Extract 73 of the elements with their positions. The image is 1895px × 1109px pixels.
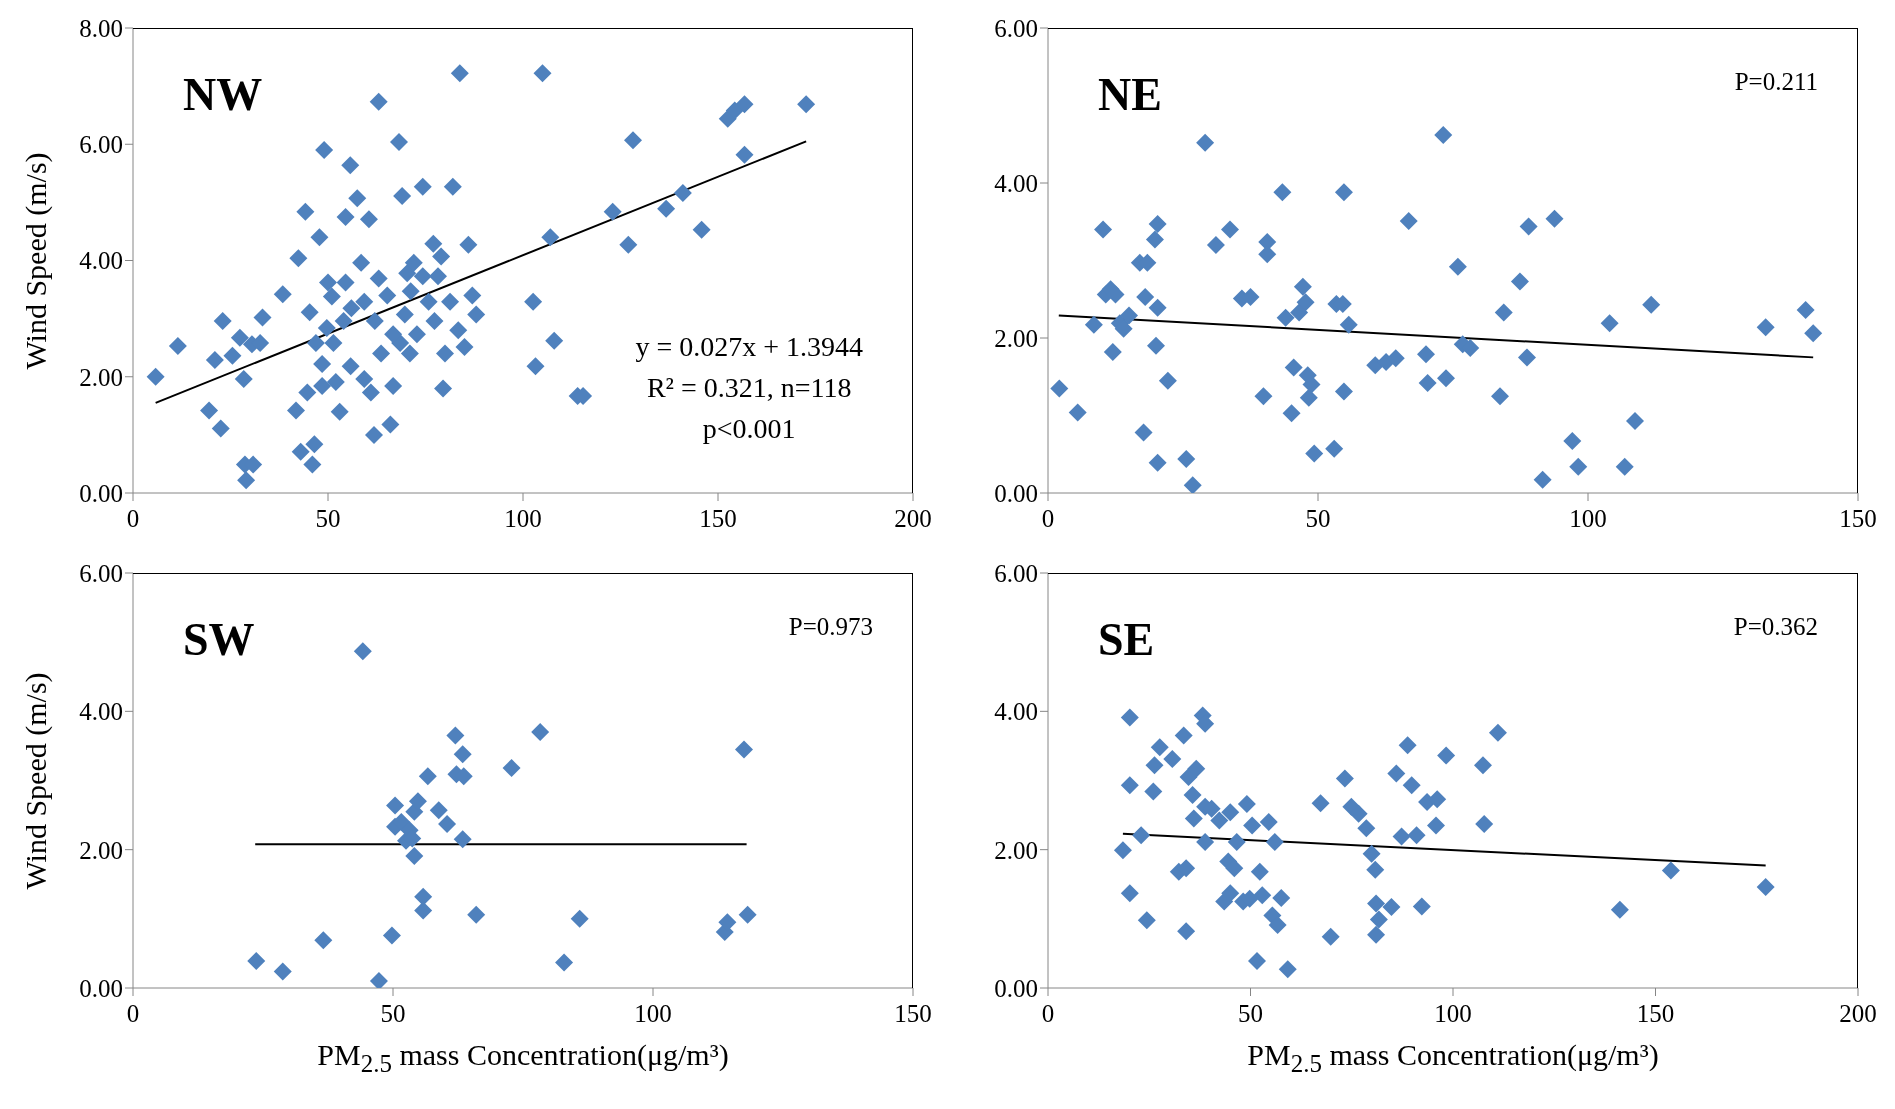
y-tick-label: 6.00 [79,131,123,159]
x-tick-label: 100 [1569,504,1607,532]
x-axis-title: PM$_{2.5}$ mass Concentration(μg/m³) [1246,1038,1660,1078]
point [386,796,405,815]
x-tick-label: 200 [894,504,932,532]
x-tick-label: 50 [380,999,406,1027]
annotation: P=0.973 [788,613,873,641]
point [418,767,437,786]
y-tick-label: 2.00 [994,324,1038,352]
point [570,909,589,928]
point [467,905,486,924]
point [531,723,550,742]
y-axis-title: Wind Speed (m/s) [19,671,53,890]
x-tick-label: 50 [315,504,341,532]
point [273,962,292,981]
y-tick-label: 2.00 [79,836,123,864]
x-tick-label: 100 [1434,999,1472,1027]
x-tick-label: 0 [1041,999,1055,1027]
annotation: SW [183,613,255,666]
y-tick-label: 4.00 [79,698,123,726]
y-tick-label: 8.00 [79,14,123,42]
y-tick-label: 0.00 [79,479,123,507]
x-tick-label: 200 [1839,999,1877,1027]
point [429,801,448,820]
annotation: P=0.211 [1734,68,1818,96]
annotation: SE [1098,613,1155,666]
annotation: p<0.001 [701,411,797,446]
y-tick-label: 4.00 [79,247,123,275]
point [502,759,521,778]
point [446,726,465,745]
point [453,830,472,849]
x-tick-label: 150 [699,504,737,532]
annotation: R² = 0.321, n=118 [645,370,853,405]
y-tick-label: 0.00 [79,974,123,1002]
x-tick-label: 100 [504,504,542,532]
y-tick-label: 0.00 [994,974,1038,1002]
y-tick-label: 6.00 [79,559,123,587]
y-tick-label: 2.00 [994,836,1038,864]
annotation: y = 0.027x + 1.3944 [634,329,864,364]
x-axis-title: PM$_{2.5}$ mass Concentration(μg/m³) [316,1038,730,1078]
point [414,901,433,920]
x-tick-label: 0 [126,504,140,532]
y-tick-label: 6.00 [994,559,1038,587]
annotation: NW [183,68,263,121]
x-tick-label: 150 [1839,504,1877,532]
point [405,846,424,865]
point [735,740,753,759]
y-tick-label: 0.00 [994,479,1038,507]
x-tick-label: 0 [126,999,140,1027]
annotation: P=0.362 [1733,613,1818,641]
point [314,931,333,950]
x-tick-label: 150 [894,999,932,1027]
point [453,745,472,764]
x-tick-label: 0 [1041,504,1055,532]
point [369,972,388,988]
point [414,887,433,906]
y-tick-label: 2.00 [79,363,123,391]
annotation: NE [1098,68,1162,121]
point [738,905,757,924]
y-tick-label: 4.00 [994,698,1038,726]
point [353,642,372,661]
x-tick-label: 100 [634,999,672,1027]
x-tick-label: 150 [1636,999,1675,1027]
point [555,953,574,972]
y-axis-title: Wind Speed (m/s) [19,151,53,370]
y-tick-label: 4.00 [994,169,1038,197]
x-tick-label: 50 [1305,504,1331,532]
point [408,792,427,811]
y-tick-label: 6.00 [994,14,1038,42]
point [382,926,401,945]
point [438,815,457,834]
point [247,952,266,971]
x-tick-label: 50 [1238,999,1263,1027]
